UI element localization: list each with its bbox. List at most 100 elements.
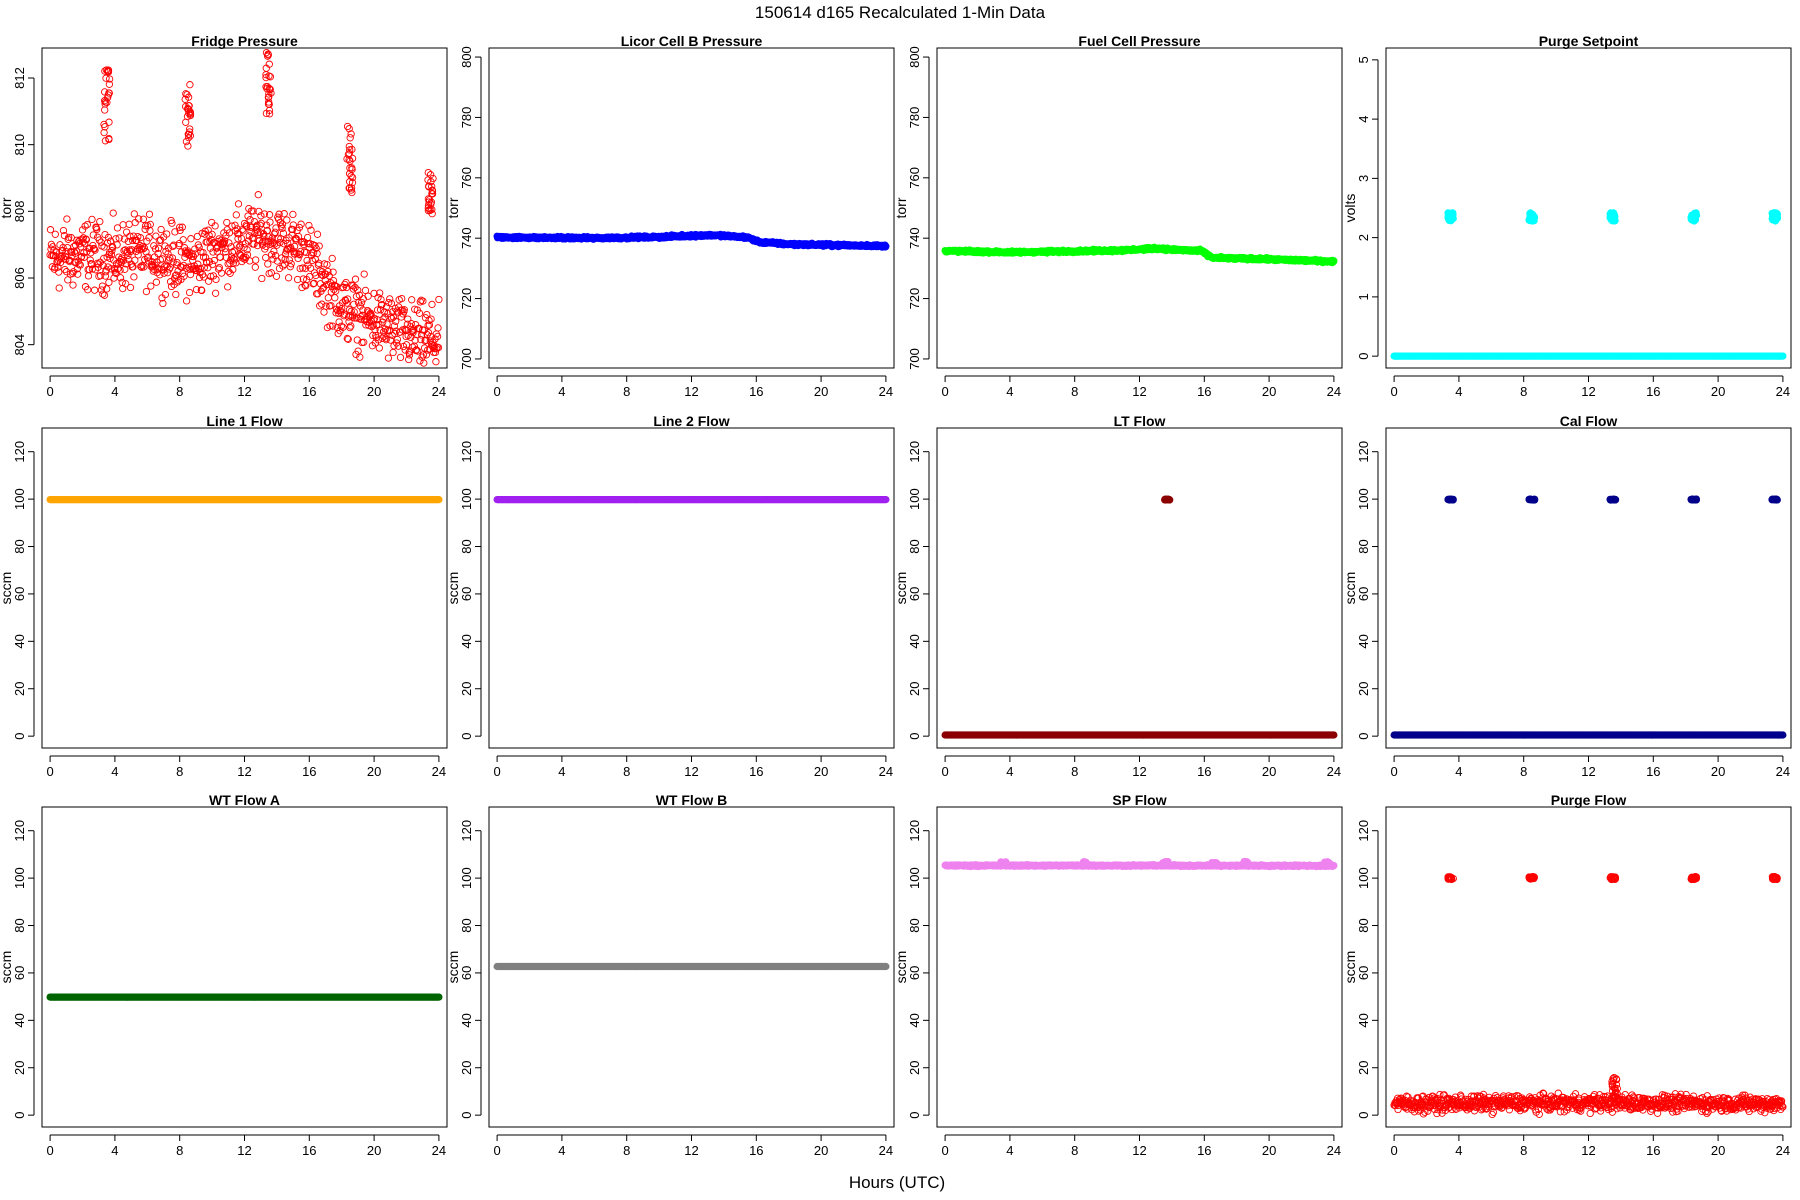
data-point	[415, 309, 424, 317]
data-point	[57, 255, 65, 263]
data-point	[204, 226, 212, 234]
data-point	[266, 73, 275, 81]
data-point	[157, 225, 165, 234]
y-tick-label: 700	[459, 348, 474, 370]
data-point	[293, 275, 302, 284]
data-point	[405, 348, 413, 357]
data-point	[153, 258, 161, 266]
data-point	[89, 241, 97, 250]
data-point	[239, 227, 247, 235]
y-tick-label: 1	[1356, 293, 1371, 300]
x-tick-label: 12	[237, 384, 251, 399]
data-point	[224, 283, 232, 291]
data-point	[255, 231, 263, 239]
data-point	[346, 178, 354, 186]
data-point	[257, 212, 265, 220]
x-tick-label: 20	[367, 764, 381, 779]
data-point	[137, 262, 145, 271]
data-point	[211, 289, 220, 297]
data-point	[223, 218, 231, 227]
data-point	[101, 100, 109, 108]
x-axis: 0 4 8 12 16 20 24	[1390, 375, 1790, 399]
x-tick-label: 4	[1455, 384, 1462, 399]
x-axis: 0 4 8 12 16 20 24	[493, 375, 893, 399]
data-point	[404, 315, 412, 323]
data-point	[348, 154, 357, 163]
data-point	[180, 272, 188, 280]
data-point	[328, 254, 336, 263]
data-point	[186, 125, 194, 133]
data-point	[101, 123, 109, 131]
x-tick-label: 12	[684, 384, 698, 399]
data-point	[400, 306, 408, 314]
data-point	[262, 71, 270, 79]
subplot-title: Licor Cell B Pressure	[621, 33, 763, 49]
data-point	[316, 302, 324, 310]
x-axis: 0 4 8 12 16 20 24	[46, 375, 446, 399]
data-point	[405, 355, 413, 364]
x-tick-label: 4	[558, 384, 565, 399]
data-points	[941, 495, 1338, 739]
y-axis-label: torr	[445, 197, 461, 218]
y-tick-label: 2	[1356, 234, 1371, 241]
data-point	[343, 334, 351, 343]
data-point	[221, 248, 230, 256]
x-tick-label: 12	[684, 764, 698, 779]
data-point	[350, 300, 358, 308]
data-points	[493, 496, 890, 504]
data-point	[165, 265, 173, 273]
data-point	[80, 249, 88, 257]
data-point	[294, 254, 302, 263]
data-point	[354, 286, 362, 294]
data-point	[424, 201, 433, 209]
x-tick-label: 16	[1197, 384, 1211, 399]
subplot-title: Line 2 Flow	[653, 413, 729, 429]
data-point	[318, 300, 326, 308]
data-point	[364, 292, 372, 300]
data-point	[122, 228, 131, 236]
data-point	[179, 236, 187, 244]
data-point	[1690, 214, 1698, 222]
plot-frame	[41, 427, 448, 749]
data-point	[100, 97, 109, 105]
data-point	[103, 285, 111, 293]
data-point	[175, 239, 183, 248]
data-point	[420, 359, 428, 367]
data-point	[152, 232, 160, 240]
data-point	[281, 255, 289, 263]
data-point	[377, 295, 385, 304]
data-point	[72, 247, 81, 255]
data-point	[145, 210, 154, 218]
data-point	[389, 348, 397, 357]
data-point	[1330, 257, 1338, 265]
data-point	[325, 272, 333, 280]
data-point	[102, 74, 110, 82]
x-tick-label: 24	[1327, 384, 1341, 399]
data-point	[96, 272, 105, 280]
y-tick-label: 720	[907, 288, 922, 310]
y-tick-label: 120	[12, 441, 27, 463]
data-point	[357, 298, 366, 307]
data-point	[244, 212, 252, 220]
data-point	[60, 231, 69, 240]
data-point	[297, 220, 305, 228]
data-point	[143, 237, 151, 245]
data-point	[424, 176, 432, 184]
y-tick-label: 720	[459, 288, 474, 310]
data-point	[145, 234, 153, 242]
data-points	[493, 230, 890, 251]
data-point	[264, 260, 272, 268]
data-point	[116, 266, 124, 274]
data-point	[386, 295, 394, 303]
data-point	[258, 241, 267, 249]
data-point	[200, 273, 208, 281]
data-point	[230, 247, 238, 255]
data-point	[296, 264, 304, 273]
data-point	[344, 335, 352, 343]
y-tick-label: 5	[1356, 56, 1371, 63]
